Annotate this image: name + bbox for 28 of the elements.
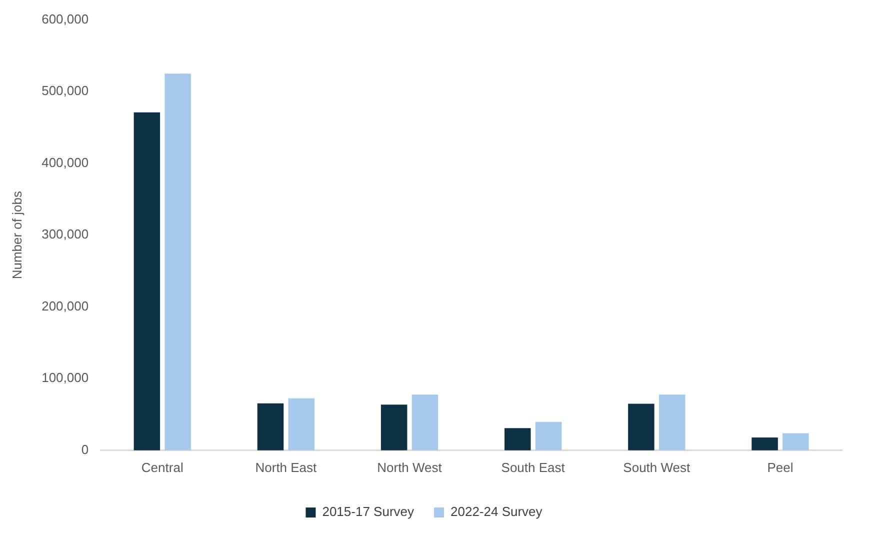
y-tick-label: 100,000 xyxy=(42,370,89,386)
y-tick-label: 500,000 xyxy=(42,83,89,98)
x-tick-label: South West xyxy=(623,460,691,475)
bar xyxy=(257,403,284,450)
y-tick-label: 600,000 xyxy=(42,11,89,26)
legend-label: 2015-17 Survey xyxy=(322,504,414,520)
bar xyxy=(504,428,531,450)
bar xyxy=(412,394,438,450)
x-tick-label: Central xyxy=(141,460,184,475)
bar xyxy=(164,74,191,450)
bar xyxy=(628,404,654,450)
y-tick-label: 400,000 xyxy=(42,154,89,170)
x-tick-label: North East xyxy=(255,460,318,475)
x-tick-label: North West xyxy=(377,460,442,475)
bar xyxy=(288,398,315,450)
y-tick-label: 0 xyxy=(81,442,89,457)
legend-label: 2022-24 Survey xyxy=(450,504,543,520)
x-tick-label: South East xyxy=(501,460,566,475)
bar xyxy=(380,404,408,450)
y-tick-label: 200,000 xyxy=(42,298,89,314)
bar xyxy=(752,437,778,450)
bar xyxy=(535,422,562,450)
x-tick-label: Peel xyxy=(767,460,794,475)
y-axis-title: Number of jobs xyxy=(9,190,24,280)
bar xyxy=(134,112,160,450)
bar xyxy=(782,433,809,450)
bar xyxy=(658,394,686,450)
y-tick-label: 300,000 xyxy=(42,226,89,242)
